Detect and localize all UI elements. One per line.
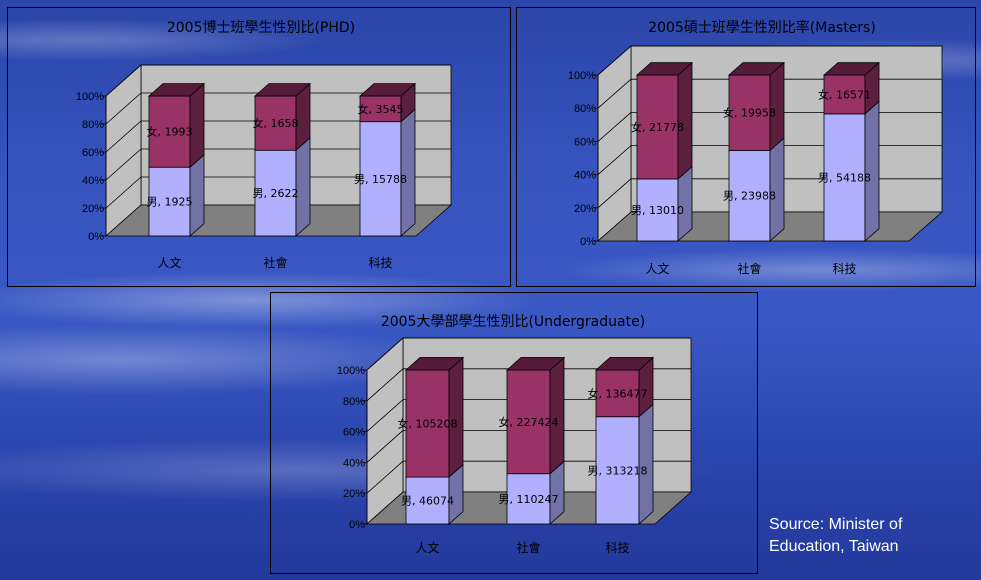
data-label-male: 男, 2622 [253, 187, 299, 200]
gridline [105, 176, 451, 209]
bar-female-front [359, 95, 402, 123]
category-label: 人文 [415, 540, 439, 555]
y-tick-label: 100% [568, 70, 596, 82]
bar-male-front [823, 113, 866, 242]
chart-title: 2005博士班學生性別比(PHD) [167, 19, 355, 36]
bar-female-front [636, 74, 679, 180]
y-tick-label: 40% [574, 170, 596, 182]
data-label-female: 女, 227424 [499, 415, 559, 429]
data-label-male: 男, 15788 [354, 173, 407, 186]
data-label-female: 女, 3545 [358, 102, 404, 116]
data-label-male: 男, 54188 [818, 171, 871, 184]
chart-title: 2005大學部學生性別比(Undergraduate) [381, 314, 645, 330]
y-tick-label: 0% [580, 236, 596, 248]
bar-female-top [635, 62, 694, 76]
bar-female-top [358, 83, 417, 97]
bar-male-front [254, 149, 297, 237]
y-tick-label: 20% [574, 203, 596, 215]
bar-female-top [727, 62, 786, 76]
masters-chart: 0% 20% 40% 60% 80% 100% 2005碩士班學生性別比率(Masters)… [568, 19, 944, 276]
bar-female-top [147, 83, 206, 97]
undergraduate-chart: 0% 20% 40% 60% 80% 100% 2005大學部學生性別比(Undergrad… [337, 314, 693, 555]
bar-female-top [253, 83, 312, 97]
y-tick-label: 0% [349, 519, 365, 531]
data-label-male: 男, 13010 [631, 204, 684, 217]
bar-male-front [148, 166, 191, 237]
category-label: 科技 [605, 541, 629, 555]
data-label-female: 女, 1993 [147, 125, 193, 139]
gridline [105, 120, 451, 153]
y-tick-label: 20% [82, 203, 104, 215]
y-tick-label: 0% [88, 231, 104, 243]
source-note: Source: Minister of Education, Taiwan [769, 516, 903, 555]
bar-female-top [404, 357, 465, 371]
bar-female-top [822, 62, 881, 76]
bar-male-front [636, 178, 679, 242]
y-tick-label: 80% [82, 119, 104, 131]
y-tick-label: 60% [343, 427, 365, 439]
gridline [105, 148, 451, 181]
y-tick-label: 100% [337, 365, 365, 377]
gridline [366, 460, 691, 494]
bar-female-top [505, 357, 566, 371]
gridline [366, 399, 691, 432]
y-tick-label: 40% [343, 457, 365, 469]
bar-female-front [506, 369, 551, 475]
category-label: 人文 [645, 261, 669, 276]
bar-male-front [595, 416, 640, 525]
data-label-female: 女, 136477 [588, 386, 648, 400]
chart-side-wall [366, 337, 404, 525]
plot-area: 0% 20% 40% 60% 80% 100% 2005碩士班學生性別比率(Masters)… [568, 19, 944, 276]
chart-title: 2005碩士班學生性別比率(Masters) [648, 19, 876, 36]
y-tick-label: 20% [343, 488, 365, 500]
gridline [366, 368, 691, 402]
category-label: 社會 [516, 540, 540, 555]
chart-panel-phd: 0% 20% 40% 60% 80% 100% 2005博士班學生性別比(PHD) 男, 19… [7, 7, 511, 287]
data-label-female: 女, 105208 [398, 417, 458, 431]
gridline [597, 45, 942, 76]
chart-side-wall [597, 45, 632, 242]
chart-panel-masters: 0% 20% 40% 60% 80% 100% 2005碩士班學生性別比率(Masters)… [516, 7, 976, 287]
category-label: 科技 [368, 256, 392, 270]
gridline [366, 429, 691, 463]
y-tick-label: 100% [76, 91, 104, 103]
gridline [366, 337, 691, 371]
data-label-female: 女, 21778 [631, 120, 684, 134]
y-tick-label: 40% [82, 175, 104, 187]
data-label-female: 女, 19958 [723, 106, 776, 120]
y-tick-label: 80% [574, 103, 596, 115]
data-label-male: 男, 110247 [499, 493, 559, 506]
data-label-female: 女, 1658 [253, 116, 299, 130]
bar-female-front [595, 369, 640, 418]
phd-chart: 0% 20% 40% 60% 80% 100% 2005博士班學生性別比(PHD) 男, 19… [76, 19, 453, 270]
bar-female-front [728, 74, 771, 151]
bar-female-front [823, 74, 866, 115]
gridline [105, 64, 451, 97]
bar-female-top [594, 357, 655, 371]
data-label-male: 男, 313218 [588, 464, 648, 477]
category-label: 科技 [832, 262, 856, 276]
category-label: 社會 [737, 261, 761, 276]
y-tick-label: 60% [82, 147, 104, 159]
category-label: 人文 [157, 255, 181, 270]
category-label: 社會 [263, 255, 287, 270]
data-label-female: 女, 16571 [818, 87, 871, 101]
data-label-male: 男, 1925 [147, 196, 193, 209]
data-label-male: 男, 46074 [401, 495, 454, 508]
data-label-male: 男, 23988 [723, 190, 776, 203]
y-tick-label: 60% [574, 136, 596, 148]
gridline [105, 92, 451, 125]
y-tick-label: 80% [343, 396, 365, 408]
plot-area: 0% 20% 40% 60% 80% 100% 2005博士班學生性別比(PHD) 男, 19… [76, 19, 453, 270]
chart-panel-undergraduate: 0% 20% 40% 60% 80% 100% 2005大學部學生性別比(Undergrad… [270, 292, 758, 574]
plot-area: 0% 20% 40% 60% 80% 100% 2005大學部學生性別比(Undergrad… [337, 314, 693, 555]
